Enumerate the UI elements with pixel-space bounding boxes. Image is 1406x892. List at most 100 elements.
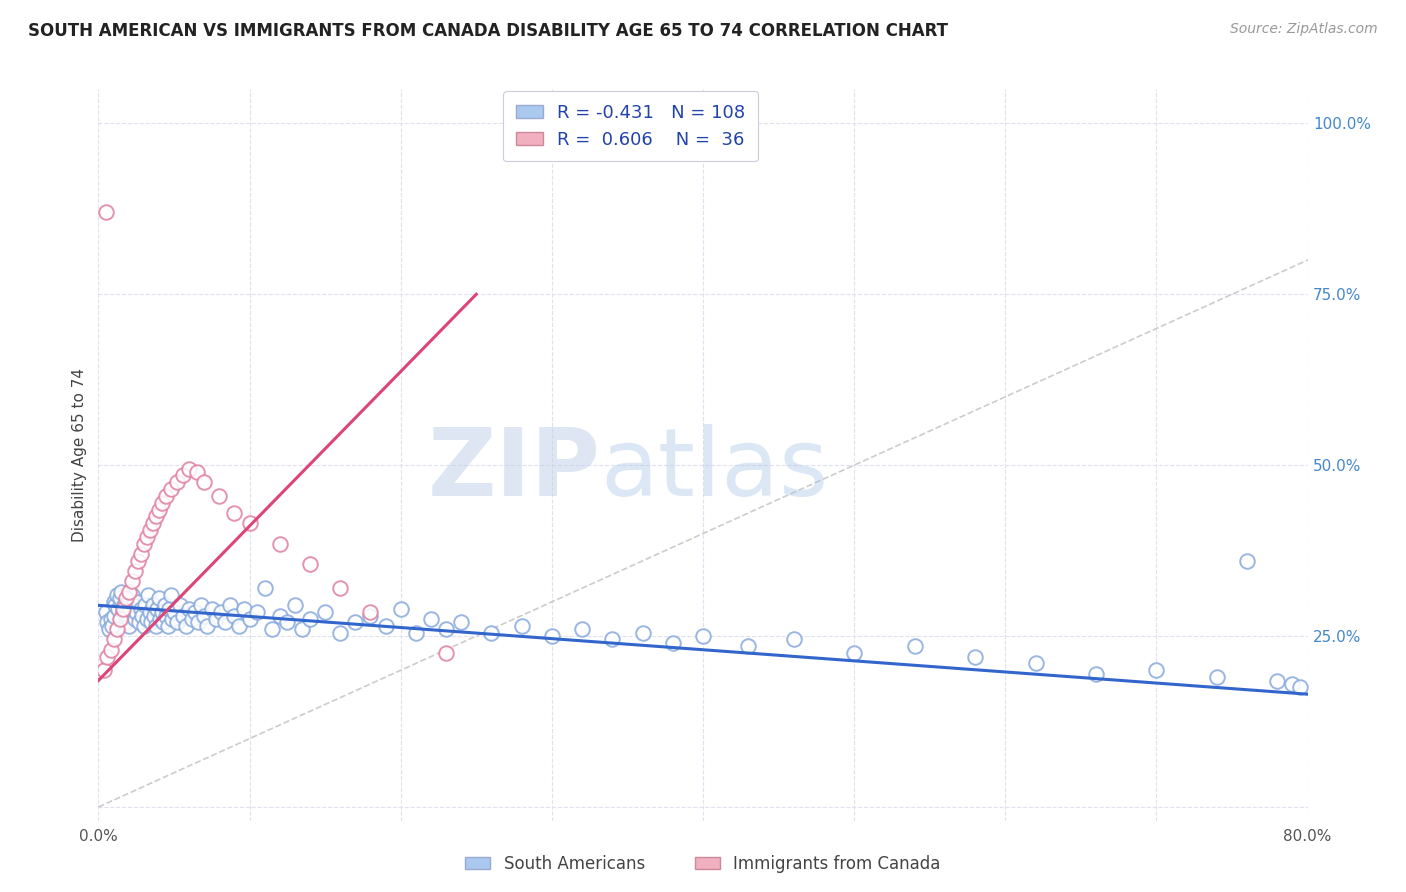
Point (145, 619, 167, 633)
Point (139, 605, 162, 619)
Point (135, 612, 157, 626)
Point (239, 516, 262, 531)
Text: atlas: atlas (600, 424, 828, 516)
Point (434, 646, 457, 660)
Point (434, 622, 457, 636)
Point (510, 619, 533, 633)
Point (103, 632, 125, 647)
Point (844, 646, 866, 660)
Point (661, 636, 683, 650)
Point (195, 619, 218, 633)
Point (103, 595, 125, 609)
Point (1206, 670, 1229, 684)
Point (105, 588, 128, 602)
Point (142, 516, 165, 531)
Point (134, 599, 156, 613)
Point (112, 599, 135, 613)
Point (224, 506, 246, 520)
Point (121, 574, 143, 589)
Point (269, 608, 291, 623)
Point (631, 625, 654, 640)
Point (162, 612, 184, 626)
Point (124, 612, 146, 626)
Point (129, 601, 152, 615)
Point (166, 475, 188, 490)
Point (1236, 554, 1258, 568)
Point (159, 601, 181, 615)
Point (783, 632, 806, 647)
Point (166, 615, 188, 630)
Text: Source: ZipAtlas.com: Source: ZipAtlas.com (1230, 22, 1378, 37)
Point (481, 625, 503, 640)
Point (172, 608, 194, 623)
Point (276, 615, 298, 630)
Point (98, 622, 121, 636)
Point (125, 605, 148, 619)
Point (965, 649, 987, 664)
Point (118, 591, 141, 606)
Point (172, 468, 194, 483)
Point (540, 629, 562, 643)
Point (120, 601, 142, 615)
Point (110, 584, 132, 599)
Point (1267, 673, 1289, 688)
Point (156, 619, 179, 633)
Point (100, 612, 122, 626)
Point (132, 619, 155, 633)
Point (121, 588, 143, 602)
Point (103, 608, 125, 623)
Point (160, 482, 183, 496)
Point (115, 608, 138, 623)
Point (299, 612, 322, 626)
Point (329, 581, 352, 595)
Point (179, 601, 201, 615)
Point (141, 615, 163, 630)
Point (143, 608, 166, 623)
Point (269, 537, 291, 551)
Point (129, 547, 152, 561)
Point (179, 461, 201, 475)
Point (148, 591, 170, 606)
Point (228, 619, 250, 633)
Point (246, 605, 269, 619)
Legend: R = -0.431   N = 108, R =  0.606    N =  36: R = -0.431 N = 108, R = 0.606 N = 36 (503, 91, 758, 161)
Y-axis label: Disability Age 65 to 74: Disability Age 65 to 74 (72, 368, 87, 542)
Point (122, 599, 145, 613)
Point (193, 608, 215, 623)
Point (127, 554, 149, 568)
Point (105, 622, 128, 636)
Point (1085, 666, 1108, 681)
Point (1281, 677, 1303, 691)
Point (602, 632, 624, 647)
Point (181, 612, 204, 626)
Point (1024, 657, 1046, 671)
Point (450, 615, 472, 630)
Point (100, 642, 122, 657)
Point (135, 530, 157, 544)
Point (142, 599, 165, 613)
Point (131, 608, 153, 623)
Point (152, 615, 174, 630)
Point (111, 605, 134, 619)
Point (108, 591, 131, 606)
Point (193, 475, 215, 490)
Point (187, 615, 209, 630)
Point (737, 640, 759, 654)
Point (1289, 681, 1312, 695)
Point (128, 615, 150, 630)
Point (692, 629, 714, 643)
Point (360, 605, 382, 619)
Point (205, 612, 228, 626)
Text: ZIP: ZIP (427, 424, 600, 516)
Point (101, 619, 124, 633)
Point (160, 588, 183, 602)
Point (329, 625, 352, 640)
Point (127, 595, 149, 609)
Point (155, 608, 177, 623)
Point (96, 649, 118, 664)
Point (153, 599, 176, 613)
Point (124, 564, 146, 578)
Point (110, 612, 132, 626)
Point (174, 619, 197, 633)
Point (114, 591, 136, 606)
